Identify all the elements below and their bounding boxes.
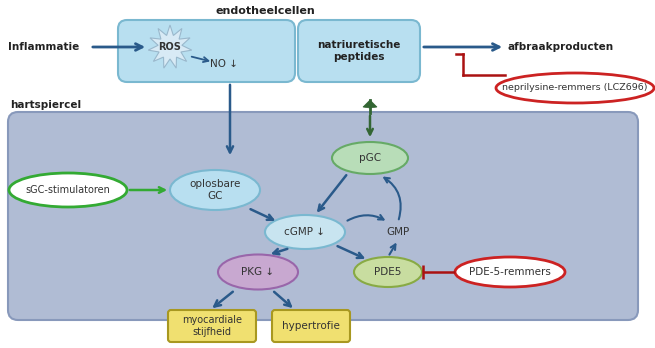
FancyBboxPatch shape: [8, 112, 638, 320]
Ellipse shape: [455, 257, 565, 287]
Text: pGC: pGC: [359, 153, 381, 163]
Polygon shape: [370, 100, 377, 108]
Ellipse shape: [354, 257, 422, 287]
FancyBboxPatch shape: [272, 310, 350, 342]
Text: endotheelcellen: endotheelcellen: [215, 6, 315, 16]
Text: PDE-5-remmers: PDE-5-remmers: [469, 267, 551, 277]
Ellipse shape: [9, 173, 127, 207]
Text: PDE5: PDE5: [374, 267, 402, 277]
FancyBboxPatch shape: [298, 20, 420, 82]
Ellipse shape: [170, 170, 260, 210]
Text: ROS: ROS: [159, 42, 181, 52]
FancyBboxPatch shape: [118, 20, 295, 82]
Ellipse shape: [496, 73, 654, 103]
Text: natriuretische
peptides: natriuretische peptides: [317, 40, 401, 62]
Text: afbraakproducten: afbraakproducten: [508, 42, 614, 52]
Polygon shape: [148, 25, 192, 68]
Text: myocardiale
stijfheid: myocardiale stijfheid: [182, 315, 242, 337]
Text: hypertrofie: hypertrofie: [282, 321, 340, 331]
Text: GMP: GMP: [386, 227, 409, 237]
Text: PKG ↓: PKG ↓: [242, 267, 274, 277]
Text: cGMP ↓: cGMP ↓: [284, 227, 326, 237]
Ellipse shape: [265, 215, 345, 249]
Ellipse shape: [332, 142, 408, 174]
Text: neprilysine-remmers (LCZ696): neprilysine-remmers (LCZ696): [502, 84, 648, 93]
Text: hartspiercel: hartspiercel: [10, 100, 81, 110]
Text: oplosbare
GC: oplosbare GC: [189, 179, 240, 201]
Text: sGC-stimulatoren: sGC-stimulatoren: [26, 185, 111, 195]
Ellipse shape: [218, 254, 298, 290]
Polygon shape: [363, 100, 370, 108]
FancyBboxPatch shape: [168, 310, 256, 342]
Text: Inflammatie: Inflammatie: [8, 42, 79, 52]
Text: NO ↓: NO ↓: [210, 59, 238, 69]
